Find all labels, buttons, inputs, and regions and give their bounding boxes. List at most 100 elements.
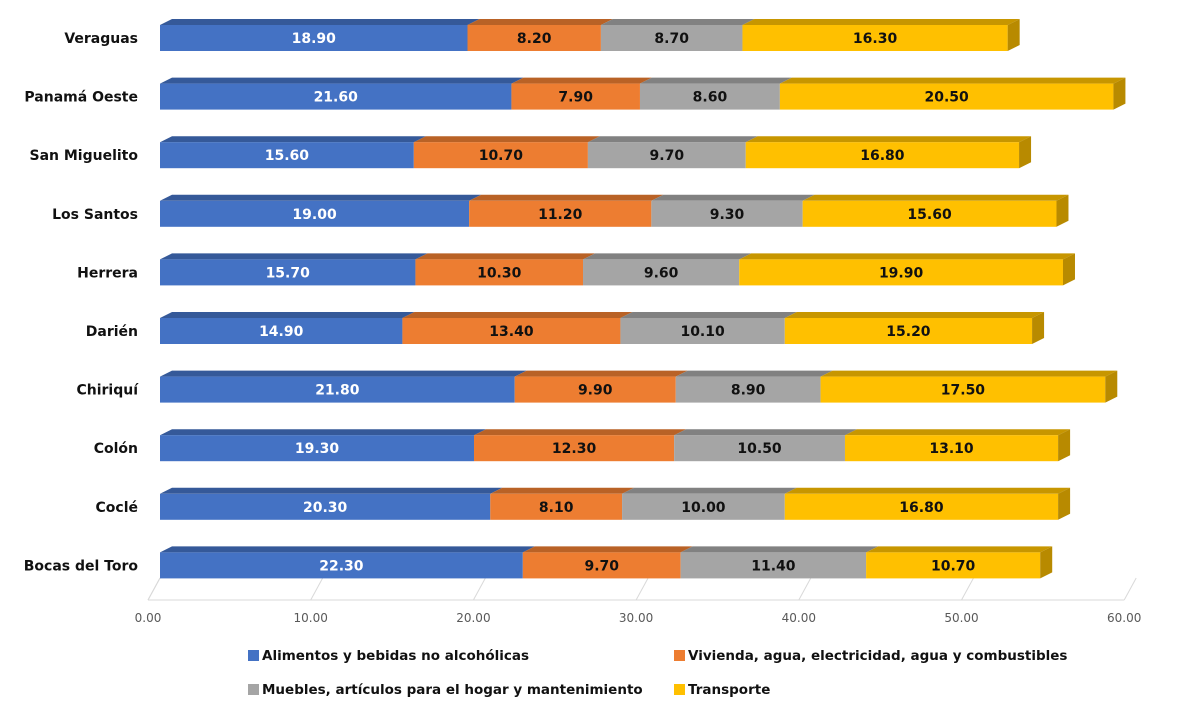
data-label: 15.60 bbox=[907, 207, 952, 223]
bar-segment: 16.80 bbox=[745, 136, 1032, 169]
bar-front-face bbox=[583, 259, 740, 286]
bar-side-face bbox=[1113, 77, 1126, 110]
bar-front-face bbox=[160, 493, 491, 520]
bar-top-face bbox=[844, 429, 1071, 436]
bar-top-face bbox=[402, 312, 633, 318]
bar-segment: 18.90 bbox=[160, 19, 480, 51]
bar-front-face bbox=[402, 318, 621, 344]
category-label: Coclé bbox=[96, 500, 139, 516]
bar-front-face bbox=[639, 83, 780, 110]
x-tick-label: 10.00 bbox=[294, 611, 328, 625]
bar-top-face bbox=[160, 136, 426, 143]
bar-side-face bbox=[1056, 194, 1069, 227]
bar-top-face bbox=[639, 77, 792, 84]
legend-item: Vivienda, agua, electricidad, agua y com… bbox=[674, 648, 1067, 664]
data-label: 19.00 bbox=[292, 207, 337, 223]
x-tick-mark bbox=[147, 577, 161, 601]
bar-top-face bbox=[651, 194, 815, 201]
bar-segment: 9.60 bbox=[583, 253, 752, 286]
bar-side-face bbox=[1019, 136, 1032, 169]
bar-top-face bbox=[474, 429, 687, 436]
legend-item: Muebles, artículos para el hogar y mante… bbox=[248, 682, 643, 698]
bar-top-face bbox=[415, 253, 596, 260]
bar-segment: 16.30 bbox=[742, 19, 1020, 51]
bar-front-face bbox=[866, 552, 1041, 579]
bar-front-face bbox=[160, 200, 470, 227]
data-label: 8.90 bbox=[731, 383, 766, 399]
data-label: 8.20 bbox=[517, 31, 552, 47]
bar-front-face bbox=[160, 25, 468, 51]
bar-segment: 20.30 bbox=[160, 487, 503, 520]
data-label: 8.60 bbox=[693, 90, 728, 106]
legend-label: Muebles, artículos para el hogar y mante… bbox=[262, 682, 643, 698]
legend: Alimentos y bebidas no alcohólicas Vivien… bbox=[248, 648, 1067, 698]
x-tick-mark bbox=[961, 577, 974, 601]
bar-top-face bbox=[469, 194, 664, 201]
bar-top-face bbox=[160, 429, 487, 436]
data-label: 9.30 bbox=[710, 207, 745, 223]
bar-top-face bbox=[600, 19, 755, 25]
bar-front-face bbox=[674, 435, 845, 462]
bar-top-face bbox=[160, 253, 428, 260]
bar-top-face bbox=[522, 546, 693, 553]
bar-segment: 11.40 bbox=[680, 546, 879, 579]
bar-front-face bbox=[742, 25, 1008, 51]
bar-segment: 8.90 bbox=[675, 370, 833, 403]
bar-top-face bbox=[160, 487, 503, 494]
bar-top-face bbox=[511, 77, 652, 84]
x-tick-label: 0.00 bbox=[135, 611, 162, 625]
data-label: 11.20 bbox=[538, 207, 583, 223]
bar-front-face bbox=[600, 25, 743, 51]
category-label: Chiriquí bbox=[76, 383, 139, 399]
bar-top-face bbox=[866, 546, 1053, 553]
bar-top-face bbox=[784, 312, 1045, 318]
bar-front-face bbox=[587, 142, 746, 169]
data-label: 19.30 bbox=[295, 441, 340, 457]
x-tick-label: 20.00 bbox=[456, 611, 490, 625]
bar-side-face bbox=[1058, 487, 1071, 520]
bar-front-face bbox=[522, 552, 681, 579]
bar-front-face bbox=[160, 259, 416, 286]
data-label: 8.10 bbox=[539, 500, 574, 516]
bar-top-face bbox=[160, 19, 480, 25]
bar-side-face bbox=[1040, 546, 1053, 579]
bar-front-face bbox=[160, 83, 512, 110]
data-label: 9.70 bbox=[584, 558, 619, 574]
bar-top-face bbox=[739, 253, 1075, 260]
bar-front-face bbox=[160, 435, 475, 462]
bar-top-face bbox=[514, 370, 688, 377]
data-label: 10.30 bbox=[477, 265, 522, 281]
bar-top-face bbox=[742, 19, 1020, 25]
data-label: 10.50 bbox=[737, 441, 782, 457]
bar-segment: 10.10 bbox=[620, 312, 797, 344]
data-label: 15.20 bbox=[886, 324, 931, 340]
data-label: 15.70 bbox=[266, 265, 311, 281]
bar-segment: 20.50 bbox=[779, 77, 1126, 110]
x-tick-label: 50.00 bbox=[944, 611, 978, 625]
data-label: 10.10 bbox=[680, 324, 725, 340]
x-tick-label: 40.00 bbox=[782, 611, 816, 625]
bar-segment: 15.70 bbox=[160, 253, 428, 286]
bar-top-face bbox=[784, 487, 1071, 494]
bar-front-face bbox=[620, 318, 785, 344]
bar-top-face bbox=[674, 429, 857, 436]
data-label: 13.40 bbox=[489, 324, 534, 340]
bars: 18.90 8.20 8.70 16.30 21.60 7.90 8.60 20.50 15.6… bbox=[160, 19, 1126, 579]
bar-segment: 10.50 bbox=[674, 429, 857, 462]
data-label: 15.60 bbox=[265, 148, 310, 164]
x-tick-label: 30.00 bbox=[619, 611, 653, 625]
data-label: 9.60 bbox=[644, 265, 679, 281]
x-tick-mark bbox=[635, 577, 649, 601]
data-label: 21.60 bbox=[314, 90, 359, 106]
bar-front-face bbox=[622, 493, 785, 520]
bar-segment: 9.70 bbox=[522, 546, 693, 579]
bar-side-face bbox=[1032, 312, 1045, 344]
data-label: 8.70 bbox=[654, 31, 689, 47]
bar-front-face bbox=[511, 83, 640, 110]
bar-segment: 14.90 bbox=[160, 312, 415, 344]
data-label: 22.30 bbox=[319, 558, 364, 574]
bar-front-face bbox=[784, 318, 1033, 344]
category-label: Veraguas bbox=[64, 31, 138, 47]
bar-segment: 19.90 bbox=[739, 253, 1075, 286]
bar-top-face bbox=[587, 136, 758, 143]
